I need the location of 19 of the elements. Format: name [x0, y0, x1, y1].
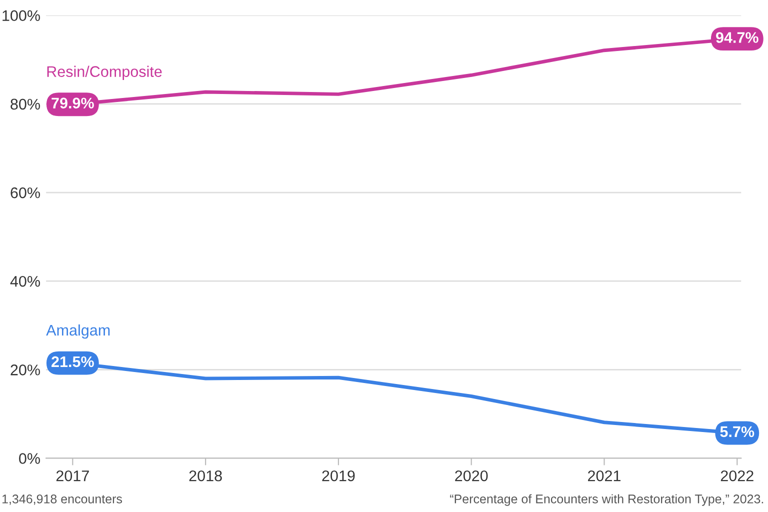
data-label: 94.7% [716, 32, 758, 43]
data-label: 79.9% [52, 98, 94, 108]
y-tick-label: 40% [10, 276, 40, 287]
series-label: Resin/Composite [47, 66, 162, 80]
text: 1,346,918 encounters [2, 494, 122, 505]
y-tick-label: 0% [19, 453, 40, 464]
y-tick-label: 60% [10, 187, 40, 198]
y-tick-label: 20% [10, 364, 40, 376]
x-tick-label: 2019 [322, 470, 355, 482]
x-tick-label: 2018 [189, 470, 222, 482]
data-label: 21.5% [52, 356, 94, 368]
y-tick-label: 100% [2, 10, 40, 22]
x-tick-label: 2021 [588, 470, 620, 482]
text: “Percentage of Encounters with Restoration Type,” 2023. [450, 494, 764, 506]
x-tick-label: 2020 [455, 470, 488, 482]
x-tick-label: 2022 [720, 470, 754, 482]
y-tick-label: 80% [10, 98, 40, 110]
x-tick-label: 2017 [56, 470, 89, 482]
series-label: Amalgam [46, 324, 110, 339]
